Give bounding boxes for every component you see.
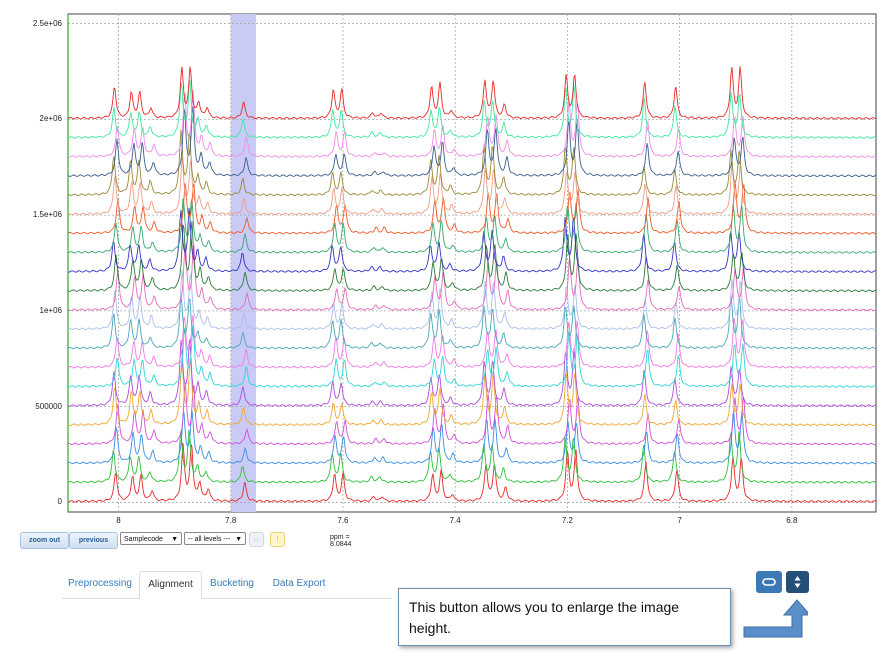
chevron-down-icon: ▼: [235, 536, 242, 543]
y-tick-label: 1.5e+06: [32, 210, 62, 220]
spectra-chart[interactable]: [0, 0, 887, 530]
spectra-plot[interactable]: 0 500000 1e+06 1.5e+06 2e+06 2.5e+06 8 7.8 7.6 7.…: [0, 0, 887, 530]
link-icon: [762, 578, 776, 586]
tab-bucketing[interactable]: Bucketing: [210, 578, 254, 589]
tab-alignment[interactable]: Alignment: [139, 571, 202, 599]
y-tick-label: 0: [57, 497, 62, 507]
spectrum-line: [67, 295, 877, 350]
level-select-value: -- all levels ---: [188, 536, 231, 543]
spectrum-line: [67, 242, 877, 312]
callout-text: This button allows you to enlarge the im…: [409, 599, 680, 636]
x-tick-label: 7: [677, 516, 682, 525]
tab-preprocessing[interactable]: Preprocessing: [68, 578, 132, 589]
resize-vertical-icon: [794, 576, 801, 588]
enlarge-height-button[interactable]: [786, 571, 809, 593]
y-tick-label: 2.5e+06: [32, 18, 62, 28]
sample-select-value: Samplecode: [124, 536, 163, 543]
spectrum-line: [67, 80, 877, 139]
x-tick-label: 6.8: [786, 516, 798, 525]
spectrum-line: [67, 129, 877, 197]
spectrum-line: [68, 324, 877, 388]
spectrum-line: [67, 338, 877, 407]
spectrum-line: [67, 66, 877, 120]
tab-data-export[interactable]: Data Export: [272, 578, 326, 589]
disabled-small-button[interactable]: ▭: [249, 532, 264, 547]
spectrum-line: [67, 90, 877, 158]
link-toggle-button[interactable]: [756, 571, 782, 593]
x-tick-label: 7.4: [449, 516, 461, 525]
spectrum-line: [67, 180, 877, 235]
x-tick-label: 7.2: [561, 516, 573, 525]
spectrum-line: [67, 207, 877, 273]
x-tick-label: 7.6: [337, 516, 349, 525]
x-tick-label: 7.8: [225, 516, 237, 525]
previous-button[interactable]: previous: [69, 532, 118, 549]
spectrum-line: [67, 106, 877, 178]
spectrum-line: [67, 429, 877, 484]
y-tick-label: 2e+06: [39, 114, 62, 124]
help-callout: This button allows you to enlarge the im…: [398, 588, 731, 646]
analysis-tabs: Preprocessing Alignment Bucketing Data E…: [62, 571, 392, 599]
ppm-readout: ppm = 8.0844: [330, 534, 352, 548]
chevron-down-icon: ▼: [171, 536, 178, 543]
spectrum-line: [67, 382, 877, 446]
x-tick-label: 8: [116, 516, 121, 525]
y-tick-label: 1e+06: [39, 305, 62, 315]
zoom-out-button[interactable]: zoom out: [20, 532, 69, 549]
level-select[interactable]: -- all levels --- ▼: [184, 532, 246, 545]
spectrum-line: [67, 314, 877, 369]
warning-button[interactable]: !: [270, 532, 285, 547]
y-tick-label: 500000: [35, 401, 62, 411]
highlight-region: [230, 14, 256, 512]
sample-select[interactable]: Samplecode ▼: [120, 532, 182, 545]
arrow-up-icon: [743, 599, 808, 638]
spectrum-line: [67, 356, 877, 426]
